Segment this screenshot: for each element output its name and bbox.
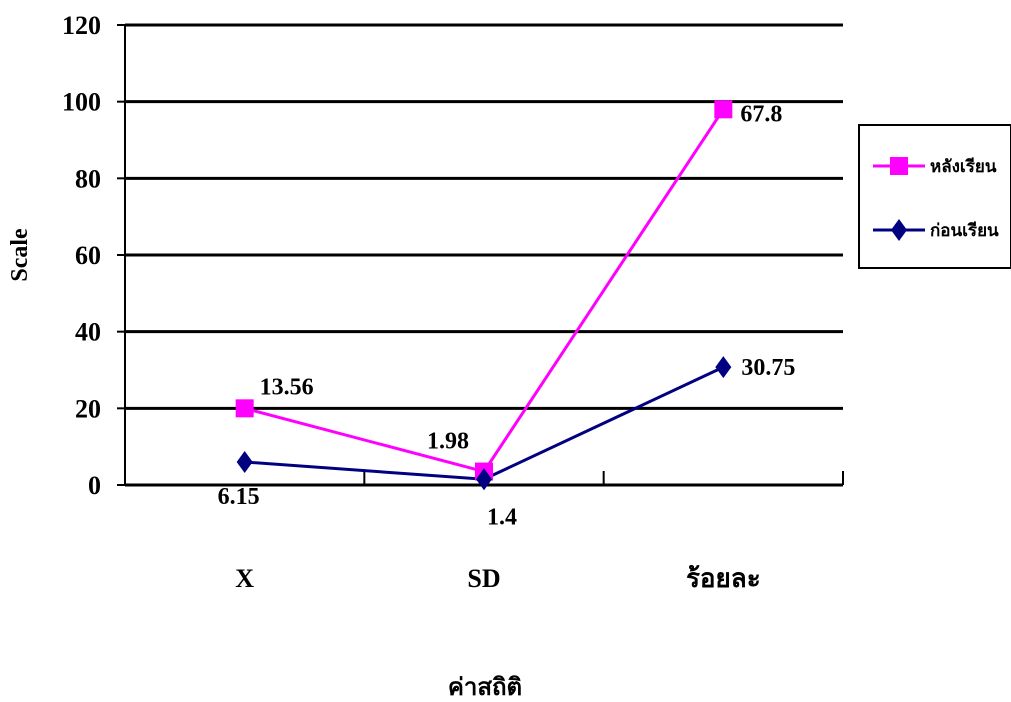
x-axis-title: ค่าสถิติ xyxy=(448,675,522,701)
gridlines xyxy=(125,23,843,410)
y-tick-labels: 0 20 40 60 80 100 120 xyxy=(62,11,101,500)
series-markers xyxy=(235,100,733,491)
legend-diamond-marker xyxy=(891,219,907,241)
y-tick-label: 40 xyxy=(75,318,101,347)
y-tick-label: 100 xyxy=(62,88,101,117)
legend-square-marker xyxy=(890,157,908,175)
y-tick-label: 80 xyxy=(75,164,101,193)
data-label: 67.8 xyxy=(740,101,782,127)
data-label: 13.56 xyxy=(260,374,314,400)
y-tick-label: 60 xyxy=(75,241,101,270)
y-tick-label: 0 xyxy=(88,471,101,500)
data-point xyxy=(235,399,254,418)
legend: หลังเรียนก่อนเรียน xyxy=(858,124,1011,269)
x-category-label: SD xyxy=(467,564,500,593)
y-tick-label: 120 xyxy=(62,11,101,40)
data-point xyxy=(715,356,732,379)
data-label: 1.4 xyxy=(487,504,517,530)
legend-label: หลังเรียน xyxy=(930,156,997,176)
data-point xyxy=(714,100,733,119)
x-category-label: X xyxy=(235,564,254,593)
data-point xyxy=(236,451,253,473)
x-category-labels: X SD ร้อยละ xyxy=(235,564,760,593)
series-line-1 xyxy=(244,108,725,474)
data-labels: 13.56 1.98 67.8 6.15 1.4 30.75 xyxy=(218,101,796,530)
y-axis-title: Scale xyxy=(7,228,33,282)
series-line-2 xyxy=(244,365,724,481)
data-label: 6.15 xyxy=(218,484,260,510)
y-tick-label: 20 xyxy=(75,394,101,423)
legend-label: ก่อนเรียน xyxy=(930,220,999,240)
series-lines xyxy=(244,108,725,481)
data-label: 1.98 xyxy=(427,429,469,455)
legend-box xyxy=(858,124,1011,269)
x-category-label: ร้อยละ xyxy=(686,564,761,593)
data-label: 30.75 xyxy=(741,355,795,381)
data-point xyxy=(476,468,492,491)
